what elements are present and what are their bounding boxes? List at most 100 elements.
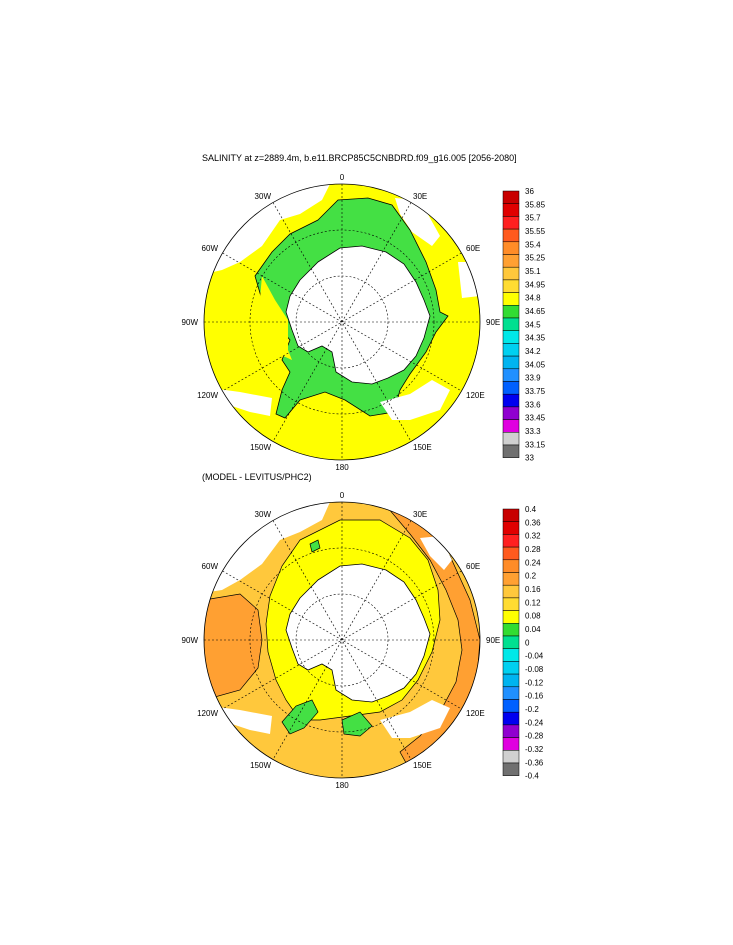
bottom-colorbar-box-11	[502, 648, 520, 662]
top-colorbar-label-13: 34.05	[525, 360, 546, 369]
bottom-colorbar-label-14: -0.16	[525, 692, 544, 701]
top-colorbar-box-5	[502, 254, 520, 268]
top-colorbar-box-13	[502, 355, 520, 370]
bottom-colorbar-box-9	[502, 623, 520, 637]
bottom-colorbar-label-1: 0.36	[525, 518, 541, 527]
bottom-colorbar-label-2: 0.32	[525, 532, 541, 541]
top-colorbar-label-14: 33.9	[525, 374, 541, 383]
top-colorbar-box-7	[502, 279, 520, 293]
top-lon-150e: 150E	[413, 443, 432, 452]
bottom-graticule	[204, 502, 480, 778]
bottom-lon-30w: 30W	[255, 510, 272, 519]
top-colorbar-label-6: 35.1	[525, 267, 541, 276]
top-colorbar-box-16	[502, 393, 520, 408]
bottom-colorbar-box-15	[502, 699, 520, 713]
top-lon-90w: 90W	[182, 318, 199, 327]
top-colorbar-label-2: 35.7	[525, 214, 541, 223]
top-colorbar: 36 35.85 35.7 35.55 35.4 35.25 35.1 34.95 34.8 34…	[502, 187, 546, 463]
top-lon-30w: 30W	[255, 192, 272, 201]
bottom-colorbar-box-14	[502, 686, 520, 700]
bottom-colorbar-label-20: -0.4	[525, 772, 539, 781]
bottom-colorbar-box-4	[502, 559, 520, 573]
top-colorbar-label-15: 33.75	[525, 387, 546, 396]
bottom-colorbar-box-17	[502, 724, 520, 738]
bottom-map-border	[203, 501, 481, 779]
top-colorbar-box-11	[502, 330, 520, 344]
top-colorbar-label-16: 33.6	[525, 400, 541, 409]
bottom-colorbar-box-1	[502, 521, 520, 535]
bottom-colorbar-label-0: 0.4	[525, 505, 537, 514]
bottom-colorbar-box-18	[502, 737, 520, 751]
top-colorbar-label-3: 35.55	[525, 227, 546, 236]
bottom-colorbar-label-11: -0.04	[525, 652, 544, 661]
top-colorbar-box-8	[502, 292, 520, 306]
bottom-colorbar-label-10: 0	[525, 638, 530, 647]
top-lon-0: 0	[340, 173, 345, 182]
top-colorbar-label-8: 34.8	[525, 294, 541, 303]
bottom-colorbar-label-18: -0.32	[525, 745, 544, 754]
bottom-map-title: (MODEL - LEVITUS/PHC2)	[202, 472, 312, 482]
top-colorbar-box-12	[502, 343, 520, 357]
top-colorbar-box-3	[502, 228, 520, 243]
bottom-colorbar-box-13	[502, 673, 520, 688]
bottom-lon-120w: 120W	[197, 709, 218, 718]
top-colorbar-box-17	[502, 406, 520, 420]
bottom-lon-60w: 60W	[202, 562, 219, 571]
bottom-lon-90e: 90E	[486, 636, 500, 645]
bottom-colorbar-box-6	[502, 584, 520, 599]
top-lon-120e: 120E	[466, 391, 485, 400]
bottom-colorbar-label-17: -0.28	[525, 732, 544, 741]
bottom-colorbar-box-5	[502, 572, 520, 586]
top-colorbar-box-19	[502, 432, 520, 446]
bottom-colorbar-box-3	[502, 546, 520, 561]
top-lon-180: 180	[335, 463, 349, 472]
bottom-colorbar-label-9: 0.04	[525, 625, 541, 634]
top-colorbar-box-20	[502, 444, 520, 458]
top-colorbar-box-10	[502, 317, 520, 331]
top-colorbar-label-9: 34.65	[525, 307, 546, 316]
bottom-lon-30e: 30E	[413, 510, 427, 519]
bottom-colorbar: 0.4 0.36 0.32 0.28 0.24 0.2 0.16 0.12 0.08 0.04 0 -…	[502, 505, 544, 781]
bottom-lon-180: 180	[335, 781, 349, 790]
top-lon-60w: 60W	[202, 244, 219, 253]
top-polar-map: 0 30E 60E 90E 120E 150E 180 150W 120W 90…	[182, 173, 546, 472]
top-colorbar-label-5: 35.25	[525, 254, 546, 263]
top-colorbar-label-17: 33.45	[525, 414, 546, 423]
bottom-colorbar-label-3: 0.28	[525, 545, 541, 554]
bottom-colorbar-box-2	[502, 534, 520, 548]
bottom-colorbar-label-7: 0.12	[525, 598, 541, 607]
bottom-colorbar-label-4: 0.24	[525, 558, 541, 567]
bottom-colorbar-box-10	[502, 635, 520, 649]
bottom-lon-120e: 120E	[466, 709, 485, 718]
top-colorbar-label-0: 36	[525, 187, 534, 196]
bottom-colorbar-label-12: -0.08	[525, 665, 544, 674]
bottom-colorbar-box-7	[502, 597, 520, 611]
bottom-colorbar-box-20	[502, 762, 520, 776]
bottom-lon-90w: 90W	[182, 636, 199, 645]
bottom-colorbar-label-13: -0.12	[525, 678, 544, 687]
top-colorbar-box-14	[502, 368, 520, 382]
bottom-antarctica	[285, 563, 431, 703]
bottom-colorbar-label-15: -0.2	[525, 705, 539, 714]
top-colorbar-label-4: 35.4	[525, 240, 541, 249]
top-colorbar-box-18	[502, 419, 520, 433]
top-lon-60e: 60E	[466, 244, 480, 253]
bottom-colorbar-box-16	[502, 711, 520, 726]
top-graticule	[204, 184, 480, 460]
bottom-lon-0: 0	[340, 491, 345, 500]
top-lon-120w: 120W	[197, 391, 218, 400]
bottom-colorbar-label-19: -0.36	[525, 758, 544, 767]
top-map-title: SALINITY at z=2889.4m, b.e11.BRCP85C5CNB…	[202, 153, 517, 163]
top-colorbar-box-1	[502, 203, 520, 217]
bottom-colorbar-box-8	[502, 610, 520, 624]
bottom-colorbar-box-12	[502, 661, 520, 675]
top-colorbar-box-4	[502, 241, 520, 255]
top-antarctica	[285, 245, 431, 385]
bottom-green-patch-1	[281, 699, 319, 735]
bottom-lon-150w: 150W	[250, 761, 271, 770]
top-colorbar-label-10: 34.5	[525, 320, 541, 329]
bottom-colorbar-label-16: -0.24	[525, 718, 544, 727]
top-colorbar-box-2	[502, 216, 520, 230]
top-colorbar-box-6	[502, 266, 520, 281]
